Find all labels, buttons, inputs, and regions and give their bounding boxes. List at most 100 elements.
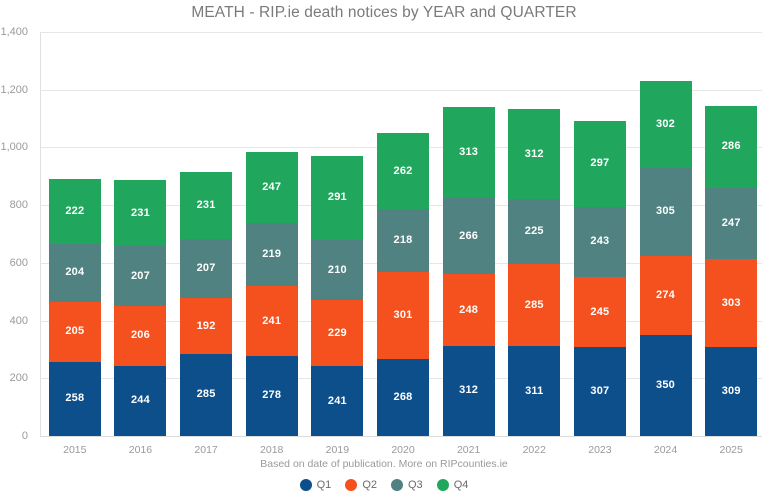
- bar-value-label: 206: [130, 329, 150, 342]
- bar-segment-q1[interactable]: 307: [573, 347, 626, 436]
- bar-segment-q4[interactable]: 297: [573, 120, 626, 207]
- y-axis-tick-label: 1,000: [0, 141, 28, 154]
- bar-segment-q2[interactable]: 229: [311, 300, 364, 367]
- bar-segment-q3[interactable]: 207: [180, 238, 233, 299]
- bar-group[interactable]: 311 285 225 312: [508, 109, 561, 436]
- bar-value-label: 205: [65, 325, 85, 338]
- legend-label: Q1: [316, 479, 332, 491]
- bar-value-label: 285: [196, 388, 216, 401]
- bar-segment-q2[interactable]: 205: [48, 302, 101, 362]
- bar-segment-q4[interactable]: 222: [48, 179, 101, 244]
- bar-segment-q1[interactable]: 285: [180, 353, 233, 436]
- bar-value-label: 297: [590, 157, 610, 170]
- legend-item-q4[interactable]: Q4: [436, 479, 468, 491]
- y-axis-tick-label: 800: [9, 199, 28, 212]
- chart-title: MEATH - RIP.ie death notices by YEAR and…: [191, 4, 577, 21]
- bar-group[interactable]: 309 303 247 286: [705, 105, 758, 436]
- legend-label: Q2: [362, 479, 377, 491]
- bar-segment-q4[interactable]: 231: [114, 179, 167, 247]
- bar-segment-q1[interactable]: 350: [639, 335, 692, 436]
- bar-segment-q1[interactable]: 278: [245, 355, 298, 436]
- chart-footnote: Based on date of publication. More on RI…: [260, 458, 508, 470]
- bar-segment-q2[interactable]: 245: [573, 276, 626, 348]
- gridline: [40, 436, 762, 437]
- bar-segment-q3[interactable]: 225: [508, 199, 561, 265]
- y-axis-tick-label: 0: [21, 430, 28, 442]
- bar-segment-q4[interactable]: 302: [639, 80, 692, 168]
- bar-segment-q3[interactable]: 243: [573, 206, 626, 277]
- bar-segment-q4[interactable]: 231: [180, 172, 233, 239]
- bar-value-label: 247: [262, 180, 282, 193]
- bar-value-label: 241: [327, 394, 347, 407]
- bar-group[interactable]: 268 301 218 262: [377, 133, 429, 436]
- x-axis-tick-label: 2015: [63, 444, 87, 456]
- bar-segment-q4[interactable]: 286: [705, 105, 758, 189]
- bar-value-label: 244: [130, 394, 150, 407]
- bar-segment-q4[interactable]: 291: [311, 155, 364, 240]
- bar-segment-q4[interactable]: 262: [377, 133, 429, 209]
- x-axis-tick-label: 2018: [260, 444, 284, 456]
- bar-value-label: 247: [721, 217, 741, 230]
- bar-group[interactable]: 312 248 266 313: [442, 107, 495, 436]
- bar-value-label: 204: [65, 266, 85, 279]
- x-axis-tick-label: 2017: [194, 444, 218, 456]
- bar-segment-q1[interactable]: 312: [442, 345, 495, 436]
- legend-swatch-icon: [345, 479, 358, 491]
- legend-swatch-icon: [391, 479, 403, 491]
- bar-segment-q2[interactable]: 206: [114, 306, 167, 366]
- bar-value-label: 258: [65, 392, 85, 405]
- bar-value-label: 222: [65, 205, 85, 218]
- bar-segment-q2[interactable]: 274: [639, 255, 692, 335]
- y-axis-tick-label: 1,400: [0, 26, 28, 38]
- bar-segment-q1[interactable]: 244: [114, 365, 167, 436]
- bar-segment-q4[interactable]: 313: [442, 107, 495, 198]
- bar-value-label: 241: [262, 314, 282, 327]
- bar-segment-q2[interactable]: 301: [377, 271, 429, 359]
- bar-segment-q2[interactable]: 303: [705, 259, 758, 347]
- bar-segment-q3[interactable]: 305: [639, 167, 692, 256]
- bar-segment-q3[interactable]: 218: [377, 208, 429, 272]
- bar-segment-q3[interactable]: 219: [245, 223, 298, 287]
- bar-value-label: 291: [327, 191, 347, 204]
- bar-group[interactable]: 278 241 219 247: [245, 151, 298, 436]
- bar-segment-q2[interactable]: 285: [508, 264, 561, 347]
- y-axis-tick-label: 400: [9, 314, 28, 327]
- legend-item-q1[interactable]: Q1: [299, 479, 332, 491]
- bar-segment-q1[interactable]: 309: [705, 346, 758, 436]
- bar-segment-q4[interactable]: 312: [508, 109, 561, 200]
- bar-value-label: 285: [524, 298, 544, 311]
- x-axis-tick-label: 2020: [391, 444, 415, 456]
- x-axis-tick-label: 2016: [128, 444, 153, 456]
- bar-value-label: 262: [393, 164, 413, 177]
- bar-value-label: 350: [656, 379, 675, 391]
- bar-segment-q2[interactable]: 192: [180, 298, 233, 354]
- bar-segment-q1[interactable]: 241: [311, 366, 364, 436]
- bar-segment-q1[interactable]: 258: [48, 361, 101, 436]
- bar-group[interactable]: 258 205 204 222: [48, 179, 101, 436]
- bar-segment-q2[interactable]: 241: [245, 286, 298, 356]
- bar-segment-q3[interactable]: 266: [442, 197, 495, 275]
- legend-item-q3[interactable]: Q3: [391, 479, 423, 491]
- bar-segment-q4[interactable]: 247: [245, 151, 298, 224]
- bar-segment-q3[interactable]: 204: [48, 243, 101, 303]
- bar-value-label: 225: [524, 225, 544, 238]
- bar-segment-q3[interactable]: 210: [311, 239, 364, 301]
- bar-value-label: 268: [393, 390, 413, 403]
- bar-group[interactable]: 244 206 207 231: [114, 179, 167, 436]
- legend-item-q2[interactable]: Q2: [345, 479, 377, 491]
- bar-group[interactable]: 241 229 210 291: [311, 155, 364, 436]
- bar-segment-q2[interactable]: 248: [442, 274, 495, 346]
- bar-group[interactable]: 307 245 243 297: [573, 120, 626, 436]
- bar-segment-q3[interactable]: 247: [705, 188, 758, 260]
- bar-segment-q1[interactable]: 311: [508, 346, 561, 436]
- bar-value-label: 245: [590, 305, 610, 318]
- x-axis-tick-label: 2025: [719, 444, 743, 456]
- x-axis-tick-label: 2021: [456, 444, 481, 456]
- bar-value-label: 192: [196, 319, 216, 332]
- bar-segment-q1[interactable]: 268: [377, 358, 429, 436]
- bar-segment-q3[interactable]: 207: [114, 246, 167, 307]
- bar-value-label: 207: [130, 269, 150, 282]
- bar-value-label: 219: [262, 248, 282, 261]
- bar-group[interactable]: 350 274 305 302: [639, 80, 692, 436]
- bar-group[interactable]: 285 192 207 231: [180, 172, 233, 436]
